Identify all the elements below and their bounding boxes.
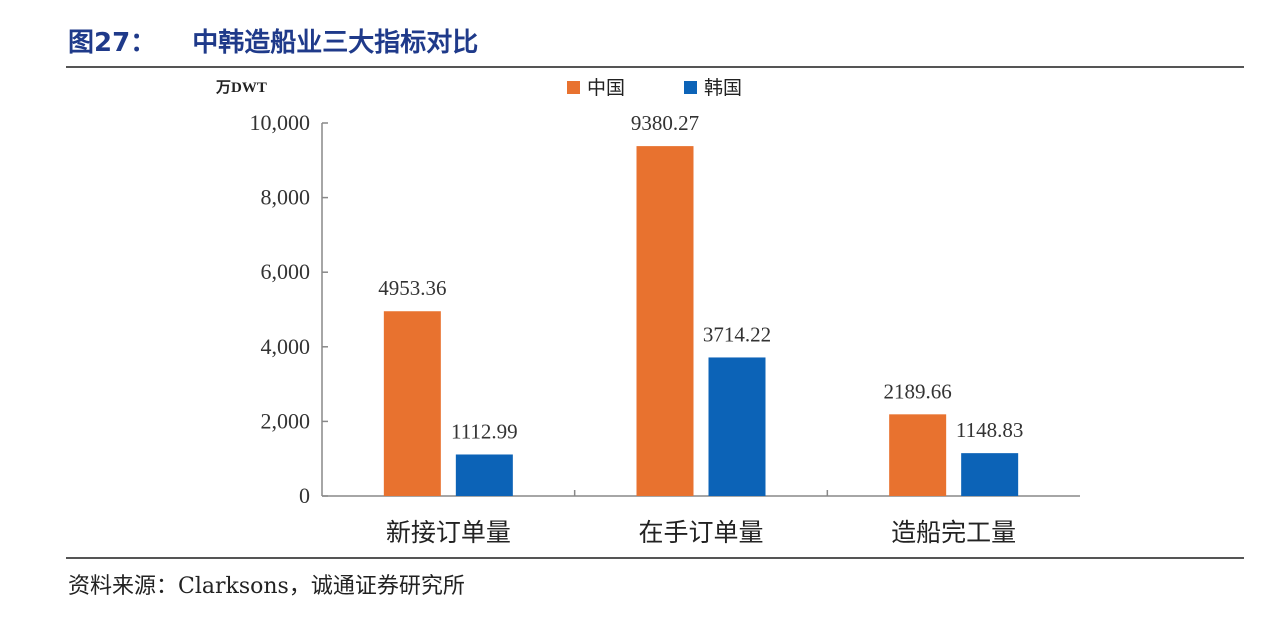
chart-data-labels: 4953.36 1112.99 9380.27 3714.22 2189.661148.… [378, 111, 1023, 443]
x-tick-label: 造船完工量 [891, 519, 1016, 547]
y-tick-label: 0 [299, 483, 310, 508]
chart-legend: 中国 韩国 [567, 77, 742, 99]
y-tick-label: 6,000 [261, 259, 311, 284]
y-tick-label: 4,000 [261, 334, 311, 359]
legend-label: 中国 [587, 77, 625, 99]
y-axis-label: 万DWT [215, 79, 267, 96]
data-label: 4953.36 [378, 276, 446, 300]
chart-bars [383, 146, 1019, 496]
bar [455, 454, 513, 496]
bottom-rule [66, 557, 1244, 559]
data-label: 1112.99 [451, 419, 518, 443]
data-label: 1148.83 [956, 418, 1023, 442]
y-tick-label: 2,000 [261, 408, 311, 433]
x-tick-label: 新接订单量 [386, 519, 511, 547]
bar [889, 414, 947, 496]
bar [961, 453, 1019, 496]
figure-number: 图27： [68, 28, 157, 58]
legend-swatch [567, 81, 580, 94]
figure-title: 图27： 中韩造船业三大指标对比 [68, 22, 478, 59]
data-label: 9380.27 [631, 111, 699, 135]
y-tick-label: 10,000 [250, 110, 311, 135]
legend-swatch [684, 81, 697, 94]
bar [708, 357, 766, 496]
x-tick-label: 在手订单量 [638, 519, 763, 547]
bar [636, 146, 694, 496]
top-rule [66, 66, 1244, 68]
data-label: 3714.22 [703, 322, 771, 346]
chart-axes: 0 2,000 4,000 6,000 8,000 10,000 万DWT 新接订单量 在手订单… [215, 79, 1080, 547]
figure-title-text: 中韩造船业三大指标对比 [192, 28, 479, 58]
data-label: 2189.66 [884, 379, 952, 403]
source-note: 资料来源：Clarksons，诚通证券研究所 [68, 574, 465, 599]
bar [383, 311, 441, 496]
y-tick-label: 8,000 [261, 185, 311, 210]
legend-label: 韩国 [704, 77, 742, 99]
